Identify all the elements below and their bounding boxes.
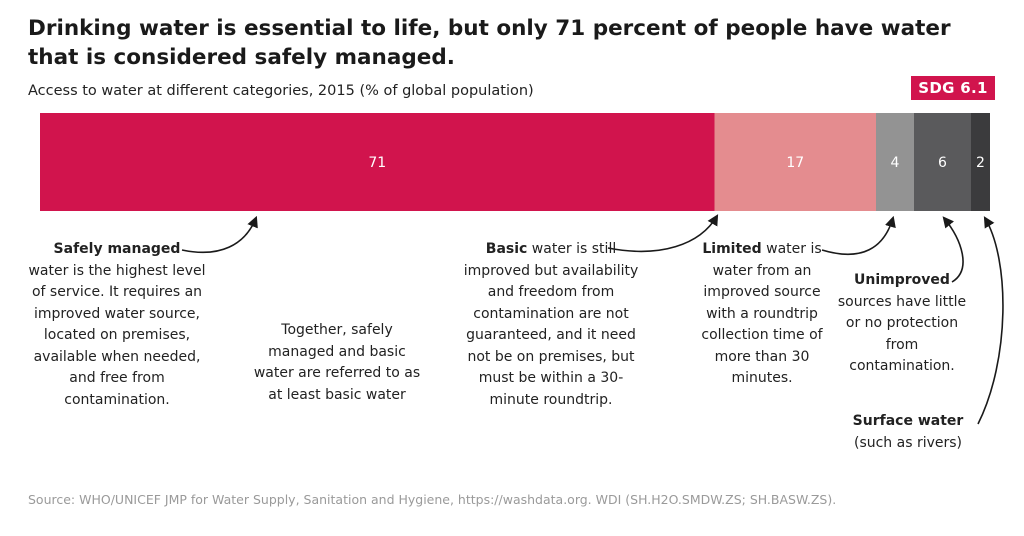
annotation-unimproved: Unimproved sources have little or no pro…	[836, 270, 968, 378]
sdg-badge: SDG 6.1	[911, 76, 995, 100]
bar-label-basic: 17	[786, 155, 804, 171]
chart-subtitle: Access to water at different categories,…	[28, 83, 534, 99]
bar-segment-safely-managed	[40, 113, 715, 211]
arrow-surface-water	[977, 216, 1004, 425]
annotation-basic: Basic water is still improved but availa…	[462, 239, 640, 411]
annotation-unimproved-text: sources have little or no protection fro…	[837, 293, 967, 375]
annotation-safely-managed-text: water is the highest level of service. I…	[28, 262, 206, 408]
bar-segments	[40, 113, 990, 211]
bar-label-limited: 4	[891, 155, 900, 171]
annotation-surface-water-text: (such as rivers)	[853, 434, 963, 451]
annotation-safely-managed-bold: Safely managed	[53, 241, 181, 257]
annotation-at-least-basic: Together, safely managed and basic water…	[253, 322, 421, 403]
annotation-safely-managed: Safely managed water is the highest leve…	[28, 239, 206, 411]
annotation-unimproved-bold: Unimproved	[854, 272, 950, 288]
arrow-basic	[607, 214, 719, 253]
annotation-arrows	[181, 214, 1004, 425]
arrow-limited	[821, 215, 896, 255]
annotation-basic-text: water is still improved but availability…	[463, 241, 639, 408]
bar-segment-limited	[876, 113, 914, 211]
chart-title: Drinking water is essential to life, but…	[28, 16, 951, 70]
bar-segment-unimproved	[914, 113, 971, 211]
annotation-limited: Limited water is water from an improved …	[694, 239, 830, 390]
bar-segment-basic	[714, 113, 876, 211]
arrow-safely-managed	[181, 215, 258, 254]
bar-label-unimproved: 6	[938, 155, 947, 171]
bar-value-labels: 71 17 4 6 2	[368, 155, 985, 171]
annotation-surface-water-bold: Surface water	[852, 413, 964, 429]
source-note: Source: WHO/UNICEF JMP for Water Supply,…	[28, 492, 837, 507]
annotation-surface-water: Surface water (such as rivers)	[838, 411, 978, 454]
bar-label-safely-managed: 71	[368, 155, 386, 171]
arrow-unimproved	[942, 216, 964, 283]
annotation-limited-text: water is water from an improved source w…	[701, 241, 823, 386]
bar-segment-surface-water	[971, 113, 990, 211]
annotation-basic-bold: Basic	[485, 241, 528, 257]
annotation-limited-bold: Limited	[702, 241, 762, 257]
bar-label-surface-water: 2	[976, 155, 985, 171]
